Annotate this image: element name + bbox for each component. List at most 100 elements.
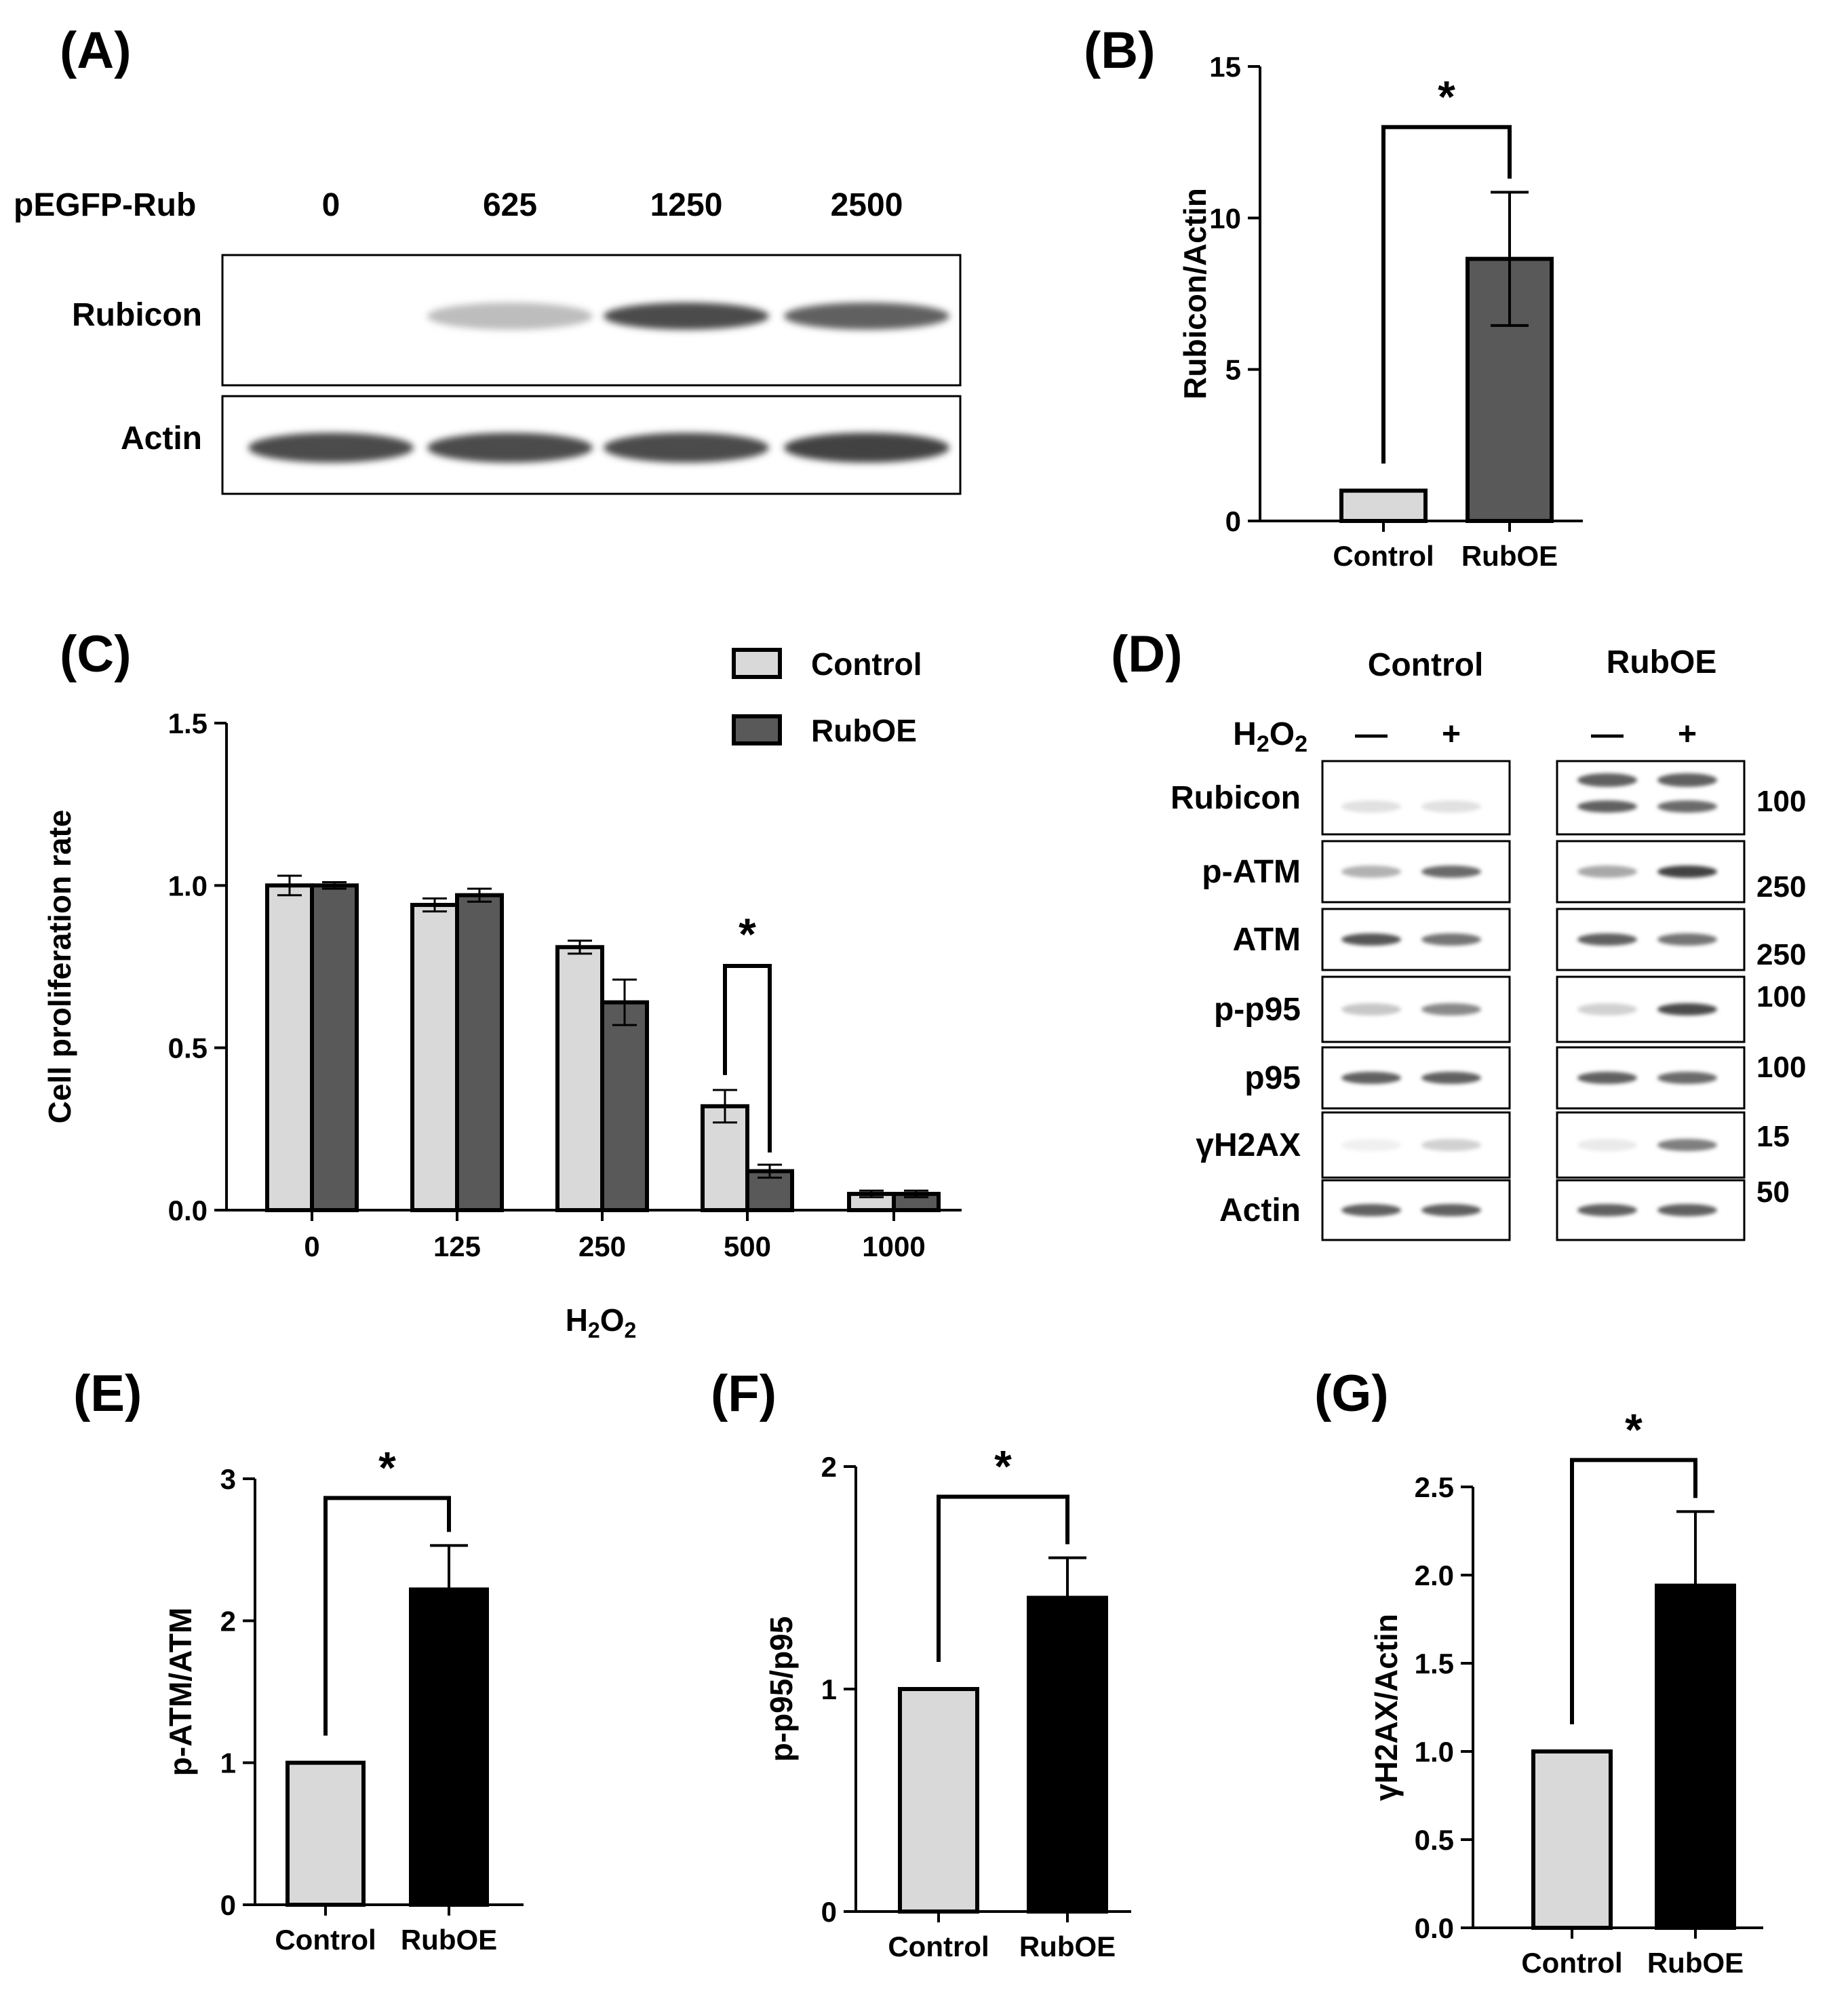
blot-d-band-p-p95-1 bbox=[1421, 1003, 1481, 1015]
blot-d-band-p-p95-2 bbox=[1577, 1003, 1637, 1015]
chart-f-ytick-label-2: 2 bbox=[821, 1451, 837, 1483]
chart-g-significance-bracket bbox=[1570, 1458, 1697, 1724]
chart-e-ytick-label-1: 1 bbox=[220, 1747, 236, 1779]
blot-d-mw-p-atm: 250 bbox=[1756, 870, 1806, 904]
blot-d-row-label-rubicon: Rubicon bbox=[1171, 780, 1301, 816]
panel-label-e: (E) bbox=[73, 1365, 142, 1422]
blot-d-band-rubicon-upper-1 bbox=[1657, 773, 1717, 787]
blot-d-band-p95-1 bbox=[1421, 1072, 1481, 1084]
blot-d-mw-rubicon: 100 bbox=[1756, 785, 1806, 818]
chart-f-xtick-label-control: Control bbox=[888, 1931, 989, 1962]
blot-d-band-actin-1 bbox=[1421, 1204, 1481, 1216]
blot-d-band--h2ax-0 bbox=[1341, 1139, 1401, 1151]
panel-label-c: (C) bbox=[60, 625, 132, 683]
chart-b-ytick-label-1: 5 bbox=[1225, 354, 1241, 386]
panel-label-f: (F) bbox=[711, 1365, 776, 1422]
blot-a-dose-1: 625 bbox=[483, 187, 537, 223]
chart-g-ytick-label-1: 0.5 bbox=[1415, 1824, 1454, 1856]
chart-c-bar-control-125 bbox=[410, 903, 459, 1212]
chart-f-bar-ruboe bbox=[1027, 1595, 1108, 1914]
blot-a-band-actin-1 bbox=[427, 433, 593, 463]
chart-c-legend-label-ruboe: RubOE bbox=[811, 713, 917, 748]
chart-b-significance-star: * bbox=[1438, 71, 1455, 121]
chart-e-ytick-label-2: 2 bbox=[220, 1605, 236, 1637]
chart-c-legend-swatch-control bbox=[732, 648, 782, 679]
chart-f: 0 1 2 p-p95/p95 Control RubOE * bbox=[764, 1441, 1131, 1962]
chart-c-xtick-label-0: 0 bbox=[304, 1230, 319, 1262]
blot-a-band-actin-0 bbox=[248, 433, 414, 463]
chart-g-ytick-label-5: 2.5 bbox=[1415, 1471, 1454, 1503]
blot-d-row-label-atm: ATM bbox=[1233, 922, 1301, 958]
blot-d-band-rubicon-1 bbox=[1421, 800, 1481, 813]
blot-d-band-p-atm-3 bbox=[1657, 866, 1717, 878]
blot-d-band-rubicon-0 bbox=[1341, 800, 1401, 813]
chart-g-bar-control bbox=[1531, 1749, 1613, 1930]
chart-g-xtick-label-ruboe: RubOE bbox=[1647, 1947, 1744, 1979]
chart-b-y-axis-label: Rubicon/Actin bbox=[1177, 188, 1213, 400]
chart-c-ytick-label-1: 0.5 bbox=[168, 1032, 208, 1064]
blot-d-band-atm-3 bbox=[1657, 933, 1717, 946]
chart-g-ytick-label-0: 0.0 bbox=[1415, 1912, 1454, 1944]
chart-f-ytick-label-1: 1 bbox=[821, 1673, 837, 1705]
chart-e-ytick-label-0: 0 bbox=[220, 1889, 236, 1921]
chart-e-y-axis-label: p-ATM/ATM bbox=[163, 1608, 198, 1777]
chart-c-bar-control-250 bbox=[555, 945, 604, 1213]
blot-d-treatment-label: H2O2 bbox=[1233, 716, 1308, 757]
blot-d-band-p-atm-1 bbox=[1421, 866, 1481, 878]
chart-g-xtick-label-control: Control bbox=[1521, 1947, 1622, 1979]
blot-a-band-rubicon-1 bbox=[427, 303, 593, 330]
blot-a-band-rubicon-2 bbox=[604, 303, 769, 330]
chart-c-legend-swatch-ruboe bbox=[732, 714, 782, 745]
blot-d-row-label-p-p95: p-p95 bbox=[1214, 992, 1301, 1028]
blot-a-row-label-rubicon: Rubicon bbox=[72, 297, 202, 333]
chart-b-ytick-label-0: 0 bbox=[1225, 505, 1241, 537]
blot-d-group-ruboe: RubOE bbox=[1607, 644, 1717, 680]
chart-b-bar-control bbox=[1339, 488, 1428, 523]
panel-label-b: (B) bbox=[1084, 22, 1156, 79]
blot-d-band--h2ax-2 bbox=[1577, 1139, 1637, 1151]
blot-d-group-control: Control bbox=[1368, 647, 1484, 683]
blot-d-band-p95-3 bbox=[1657, 1072, 1717, 1084]
chart-g: 0.0 0.5 1.0 1.5 2.0 2.5 γH2AX/Actin Control RubO… bbox=[1369, 1404, 1763, 1979]
blot-d-band--h2ax-1 bbox=[1421, 1139, 1481, 1151]
chart-f-xtick-label-ruboe: RubOE bbox=[1019, 1931, 1116, 1962]
chart-e-xtick-label-ruboe: RubOE bbox=[401, 1924, 497, 1956]
blot-d-band-p-atm-0 bbox=[1341, 866, 1401, 878]
chart-c-legend-label-control: Control bbox=[811, 646, 922, 682]
chart-f-significance-bracket bbox=[937, 1494, 1069, 1662]
chart-c-x-axis-label: H2O2 bbox=[566, 1302, 637, 1342]
chart-b-ytick-label-3: 15 bbox=[1209, 51, 1241, 83]
chart-f-y-axis-label: p-p95/p95 bbox=[764, 1616, 799, 1762]
blot-d-mw--h2ax: 15 bbox=[1756, 1120, 1790, 1153]
blot-a-band-rubicon-3 bbox=[784, 303, 949, 330]
blot-d-membrane-ruboe-rubicon bbox=[1556, 760, 1746, 836]
chart-c-xtick-label-250: 250 bbox=[578, 1230, 626, 1262]
chart-c-significance-star: * bbox=[739, 909, 756, 959]
blot-d-mw-actin: 50 bbox=[1756, 1176, 1790, 1209]
chart-c-bar-control-0 bbox=[265, 883, 314, 1213]
blot-d-band-rubicon-3 bbox=[1657, 800, 1717, 813]
blot-d-band-p-p95-0 bbox=[1341, 1003, 1401, 1015]
blot-d-membrane-control-rubicon bbox=[1321, 760, 1511, 836]
blot-d-band-p-atm-2 bbox=[1577, 866, 1637, 878]
blot-a-dose-2: 1250 bbox=[650, 187, 723, 223]
blot-d-band-p-p95-3 bbox=[1657, 1003, 1717, 1015]
chart-c-xtick-label-500: 500 bbox=[724, 1230, 771, 1262]
chart-g-ytick-label-4: 2.0 bbox=[1415, 1559, 1454, 1591]
chart-c-xtick-label-125: 125 bbox=[433, 1230, 481, 1262]
chart-e-significance-star: * bbox=[378, 1442, 396, 1492]
blot-d-band-p95-2 bbox=[1577, 1072, 1637, 1084]
blot-d-band-atm-2 bbox=[1577, 933, 1637, 946]
chart-f-ytick-label-0: 0 bbox=[821, 1896, 837, 1928]
blot-d-row-label-actin: Actin bbox=[1219, 1193, 1301, 1228]
blot-d-sign-3: — bbox=[1591, 716, 1624, 752]
blot-d-row-label-p95: p95 bbox=[1244, 1060, 1301, 1096]
chart-c-bar-ruboe-125 bbox=[455, 893, 504, 1213]
chart-g-ytick-label-2: 1.0 bbox=[1415, 1736, 1454, 1768]
chart-c-significance-bracket bbox=[723, 964, 772, 1152]
chart-c-ytick-label-2: 1.0 bbox=[168, 870, 208, 901]
chart-e-significance-bracket bbox=[323, 1496, 451, 1736]
blot-d-band--h2ax-3 bbox=[1657, 1139, 1717, 1151]
blot-a-dose-3: 2500 bbox=[831, 187, 903, 223]
